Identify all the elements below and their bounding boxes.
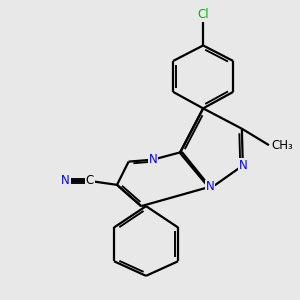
Text: C: C xyxy=(86,175,94,188)
Text: N: N xyxy=(238,159,247,172)
Text: N: N xyxy=(148,153,157,166)
Text: N: N xyxy=(206,180,214,193)
Text: Cl: Cl xyxy=(197,8,209,21)
Text: N: N xyxy=(61,175,70,188)
Text: CH₃: CH₃ xyxy=(272,139,294,152)
